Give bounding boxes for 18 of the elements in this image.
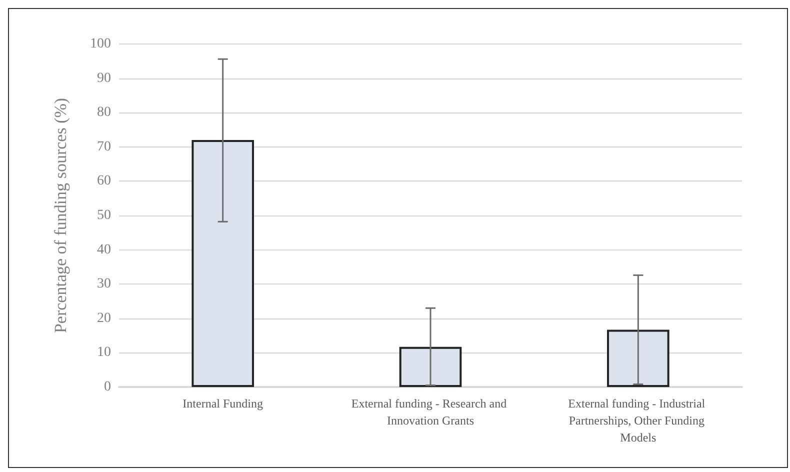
x-tick-label: External funding - Research and Innovation Grants [351, 396, 510, 428]
y-tick-label: 60 [97, 174, 111, 189]
y-tick-label: 50 [97, 208, 111, 223]
y-tick-label: 80 [97, 105, 111, 120]
x-tick-label: Internal Funding [182, 396, 263, 410]
y-tick-label: 70 [97, 139, 111, 154]
y-tick-label: 100 [90, 36, 111, 52]
x-tick-label: External funding - Industrial Partnerships, Other Funding Models [568, 396, 708, 444]
y-tick-label: 20 [97, 310, 111, 326]
y-tick-label: 10 [97, 345, 111, 360]
y-tick-label: 40 [97, 242, 111, 258]
y-tick-label: 90 [97, 70, 111, 86]
y-tick-label: 0 [104, 380, 111, 394]
y-tick-label: 30 [97, 276, 111, 292]
bar [399, 346, 462, 387]
y-axis-title: Percentage of funding sources (%) [51, 98, 70, 334]
bar [192, 140, 254, 387]
bar [607, 330, 670, 387]
